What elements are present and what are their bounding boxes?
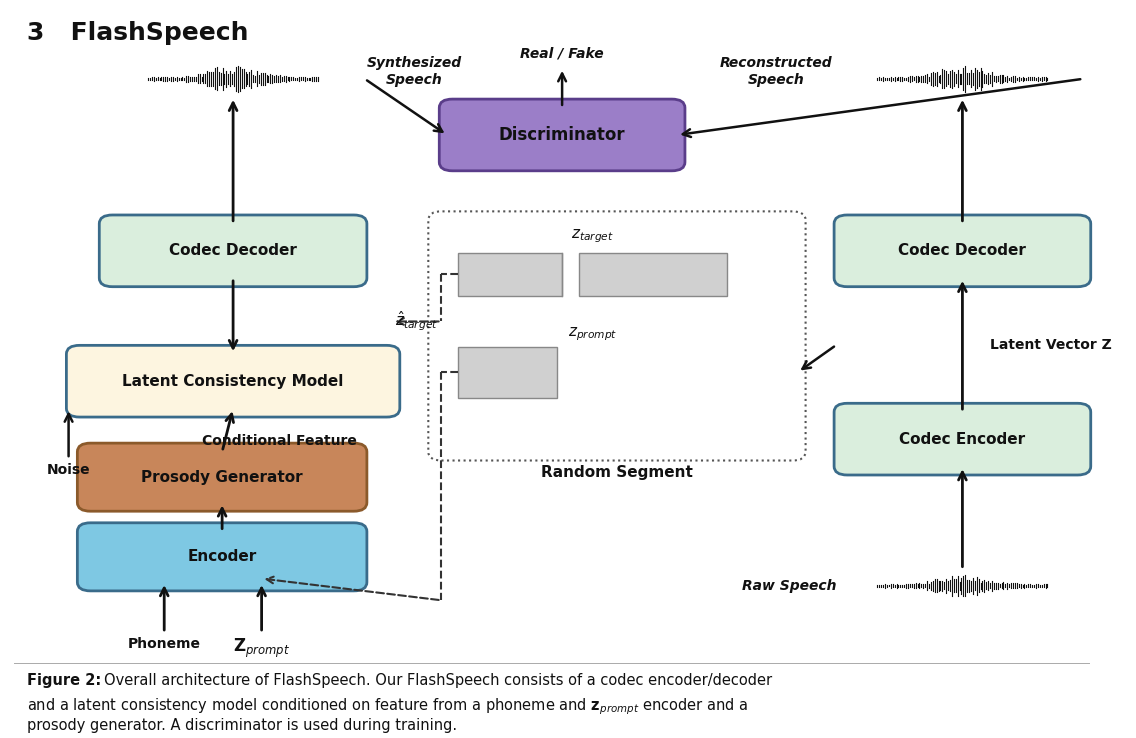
Text: Random Segment: Random Segment <box>541 465 693 480</box>
FancyBboxPatch shape <box>440 99 685 170</box>
Text: $z_{target}$: $z_{target}$ <box>570 228 613 246</box>
FancyBboxPatch shape <box>77 443 367 511</box>
Text: Latent Vector Z: Latent Vector Z <box>989 338 1112 352</box>
Text: Latent Consistency Model: Latent Consistency Model <box>123 373 344 389</box>
Text: Discriminator: Discriminator <box>499 126 626 144</box>
Bar <box>578 252 727 296</box>
FancyBboxPatch shape <box>834 403 1091 475</box>
Text: $\mathbf{Z}_{prompt}$: $\mathbf{Z}_{prompt}$ <box>233 636 290 660</box>
Text: Encoder: Encoder <box>187 549 257 565</box>
Text: Reconstructed
Speech: Reconstructed Speech <box>720 57 833 86</box>
Bar <box>458 347 557 398</box>
Text: Noise: Noise <box>47 463 91 477</box>
FancyBboxPatch shape <box>428 211 805 461</box>
FancyBboxPatch shape <box>834 215 1091 286</box>
Bar <box>458 252 562 296</box>
Text: Synthesized
Speech: Synthesized Speech <box>367 57 461 86</box>
Text: Figure 2:: Figure 2: <box>27 673 101 688</box>
FancyBboxPatch shape <box>77 523 367 591</box>
Text: and a latent consistency model conditioned on feature from a phoneme and $\mathb: and a latent consistency model condition… <box>27 697 747 717</box>
Text: Codec Decoder: Codec Decoder <box>169 244 296 258</box>
Text: Phoneme: Phoneme <box>127 636 201 650</box>
Text: Codec Encoder: Codec Encoder <box>900 432 1026 446</box>
Text: 3   FlashSpeech: 3 FlashSpeech <box>27 21 249 45</box>
Text: Raw Speech: Raw Speech <box>742 579 836 593</box>
Text: $\hat{z}_{target}$: $\hat{z}_{target}$ <box>395 310 438 334</box>
Text: Prosody Generator: Prosody Generator <box>141 469 303 485</box>
Text: Conditional Feature: Conditional Feature <box>202 434 357 448</box>
Text: prosody generator. A discriminator is used during training.: prosody generator. A discriminator is us… <box>27 718 457 734</box>
Text: Overall architecture of FlashSpeech. Our FlashSpeech consists of a codec encoder: Overall architecture of FlashSpeech. Our… <box>103 673 771 688</box>
Text: Real / Fake: Real / Fake <box>520 46 604 61</box>
Text: Codec Decoder: Codec Decoder <box>899 244 1026 258</box>
FancyBboxPatch shape <box>66 345 400 417</box>
Text: $z_{prompt}$: $z_{prompt}$ <box>568 325 617 343</box>
FancyBboxPatch shape <box>99 215 367 286</box>
